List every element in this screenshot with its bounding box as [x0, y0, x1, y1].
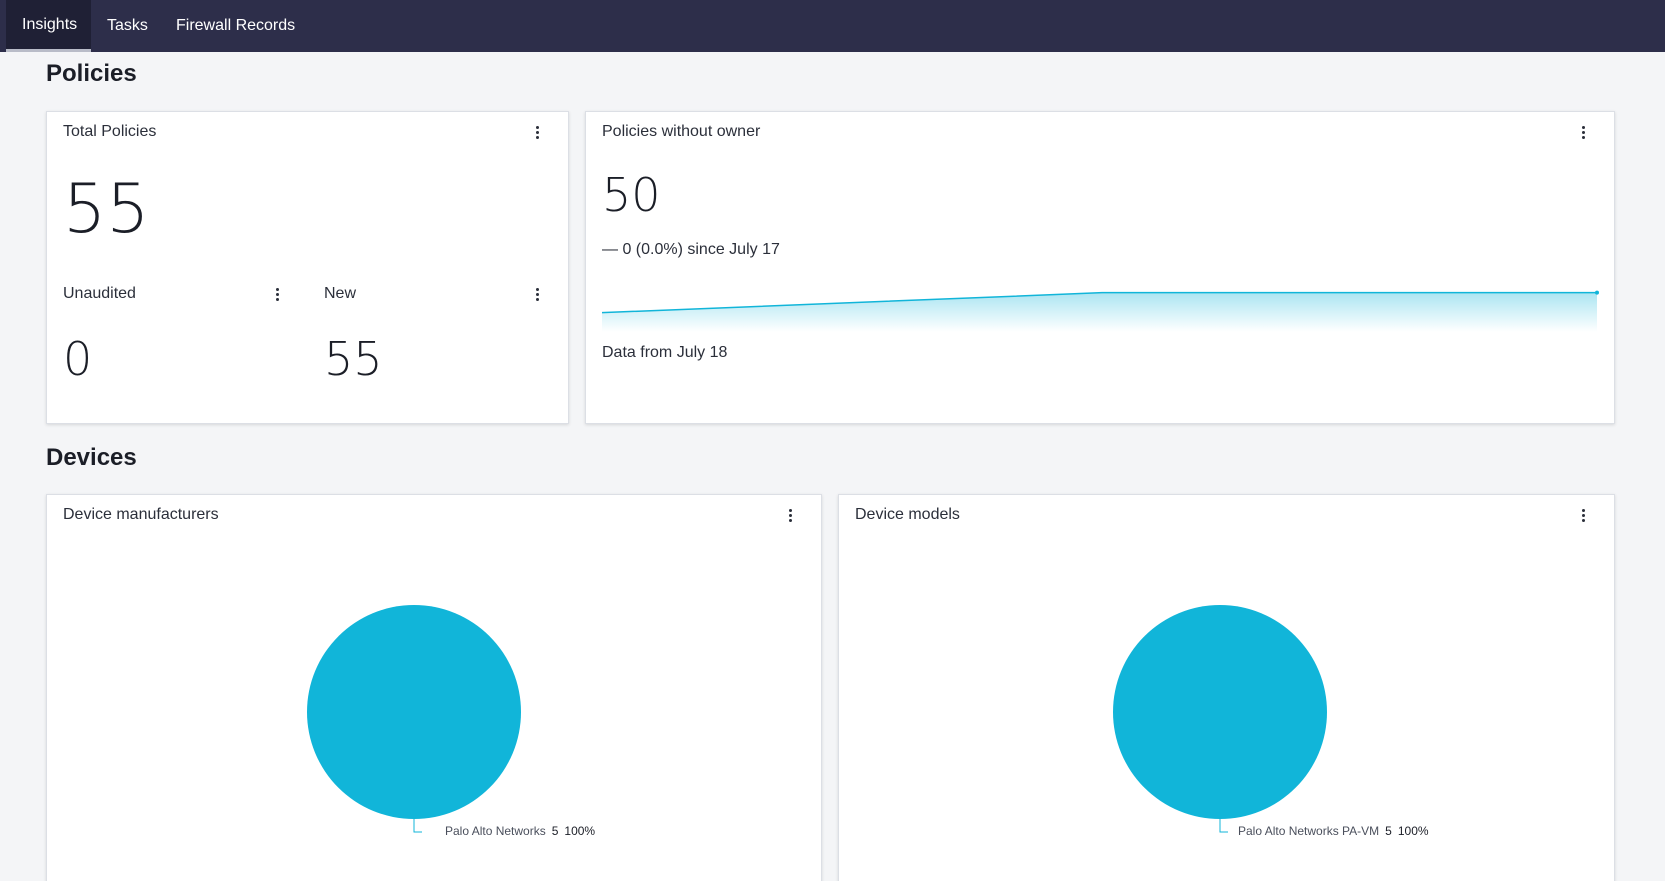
tab-insights[interactable]: Insights [6, 0, 91, 52]
tab-firewall-records[interactable]: Firewall Records [176, 17, 296, 34]
pie-leader-line [1219, 819, 1228, 833]
policies-without-owner-value: 50 [602, 168, 661, 222]
policies-without-owner-title: Policies without owner [602, 123, 761, 140]
legend-name: Palo Alto Networks [445, 824, 546, 838]
more-options-icon[interactable] [534, 126, 540, 142]
more-options-icon[interactable] [1580, 509, 1586, 525]
delta-dash-icon: — [602, 241, 618, 258]
device-manufacturers-card: Device manufacturers Palo Alto Networks 5… [46, 494, 822, 881]
legend-count: 5 [551, 824, 559, 838]
tab-tasks[interactable]: Tasks [107, 17, 148, 34]
top-navigation-bar: Insights Tasks Firewall Records [0, 0, 1665, 52]
unaudited-label: Unaudited [63, 285, 136, 302]
device-manufacturers-title: Device manufacturers [63, 506, 219, 523]
total-policies-title: Total Policies [63, 123, 157, 140]
trend-line [602, 291, 1597, 314]
data-from-label: Data from July 18 [602, 344, 728, 361]
more-options-icon[interactable] [1580, 126, 1586, 142]
legend-percent: 100% [1397, 824, 1429, 838]
manufacturers-pie-chart [307, 605, 521, 833]
new-more-options-icon[interactable] [534, 288, 540, 304]
delta-text: — 0 (0.0%) since July 17 [602, 241, 780, 259]
unaudited-value: 0 [63, 332, 93, 386]
total-policies-card: Total Policies 55 Unaudited 0 New 55 [46, 111, 569, 424]
device-models-title: Device models [855, 506, 960, 523]
trend-area [602, 292, 1597, 332]
pie-slice-palo-alto-networks[interactable] [307, 605, 521, 819]
legend-count: 5 [1385, 824, 1392, 838]
owner-trend-chart [602, 290, 1599, 332]
unaudited-more-options-icon[interactable] [274, 288, 280, 304]
new-label: New [324, 285, 357, 302]
trend-end-point [1595, 290, 1599, 295]
total-policies-value: 55 [63, 170, 150, 249]
pie-slice-palo-alto-networks-pa-vm[interactable] [1113, 605, 1327, 819]
more-options-icon[interactable] [787, 509, 793, 525]
pie-leader-line [413, 819, 422, 833]
delta-value: 0 (0.0%) since July 17 [622, 241, 780, 258]
device-models-card: Device models Palo Alto Networks PA-VM 5 1… [838, 494, 1615, 881]
legend-percent: 100% [564, 824, 596, 838]
models-pie-chart [1113, 605, 1327, 833]
new-value: 55 [324, 332, 383, 386]
pie-legend-label: Palo Alto Networks 5 100% [445, 824, 595, 838]
policies-without-owner-card: Policies without owner 50 — 0 (0.0%) sin… [585, 111, 1615, 424]
legend-name: Palo Alto Networks PA-VM [1238, 824, 1380, 838]
policies-section-title: Policies [46, 60, 137, 87]
pie-legend-label: Palo Alto Networks PA-VM 5 100% [1238, 824, 1429, 838]
devices-section-title: Devices [46, 444, 137, 471]
